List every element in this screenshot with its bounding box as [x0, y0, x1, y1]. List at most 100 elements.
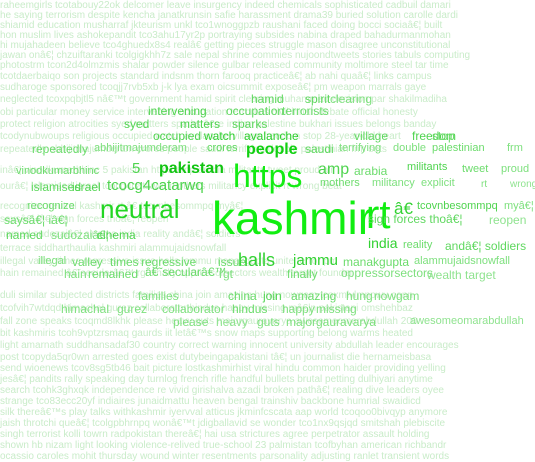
cloud-word: heavy — [216, 315, 249, 329]
background-line: saysâ€¦ iâ€¦ sign forces thoâ€¦ reopen — [0, 214, 169, 225]
cloud-word: occupation — [226, 104, 285, 118]
cloud-word: sparks — [232, 117, 268, 131]
cloud-word: hain — [64, 267, 87, 281]
cloud-word: terrifying — [339, 142, 382, 154]
cloud-word: issue — [218, 255, 247, 269]
cloud-word: rt — [481, 179, 488, 190]
cloud-word: recognize — [27, 200, 75, 212]
cloud-word: reopen — [489, 213, 527, 227]
cloud-word: halls — [238, 250, 276, 270]
cloud-word: missing — [316, 302, 357, 316]
background-line: fall zone speaks tcoqmd8lkhk please heav… — [0, 316, 418, 327]
background-line: post tcopyda5qr0wn arrested goes exist d… — [0, 352, 432, 363]
cloud-word: alammujaidsnowfall — [414, 255, 510, 267]
cloud-word: himachal — [61, 302, 110, 316]
background-line: recognize neutral kashmir rt â€ tcovnbes… — [0, 201, 244, 212]
cloud-word: matters — [180, 117, 221, 131]
cloud-word: tcovnbesommpq — [417, 200, 498, 212]
cloud-word: regressive — [141, 255, 197, 269]
background-line: tcotdaerbaiqo son projects standard inds… — [0, 71, 432, 82]
background-line: terrace siddharthaulia kashmiri alammuja… — [0, 243, 227, 254]
background-line: bit kashmiris tcoh9vptzrsmaq gaurds iit … — [0, 328, 413, 339]
cloud-word: 5 — [132, 160, 141, 177]
cloud-word: spirit — [305, 92, 331, 106]
cloud-word: families — [138, 289, 179, 303]
background-line: inâ€¦ vinodkumarbhinc 5 pakistan https a… — [0, 165, 333, 176]
cloud-word: avalanche — [244, 129, 299, 143]
cloud-word: reality — [403, 239, 433, 251]
cloud-word: israel — [72, 180, 101, 194]
cloud-word: times — [110, 255, 139, 269]
cloud-word: militants — [407, 161, 448, 173]
cloud-word: rgt — [219, 267, 234, 281]
cloud-word: arabia — [354, 164, 388, 178]
cloud-word: village — [354, 129, 389, 143]
cloud-word: palestinian — [432, 142, 485, 154]
cloud-word: people — [246, 141, 298, 158]
cloud-word: finally — [287, 267, 318, 281]
cloud-word: explicit — [421, 177, 455, 189]
cloud-word: watch — [204, 129, 236, 143]
background-line: strange tco83ecc20yf indiaires junaidmat… — [0, 396, 421, 407]
background-line: hain remained â€˜secularâ€™ rgt finally … — [0, 268, 353, 279]
cloud-word: neutral — [100, 194, 180, 224]
background-line: hon muslim lives ashokepandit tco3ahu17y… — [0, 30, 451, 41]
cloud-word: andâ€¦ soldiers — [445, 239, 527, 253]
cloud-word: clearing — [330, 92, 373, 106]
background-line: send wioenews tcov8sg5tb46 bait picture … — [0, 363, 446, 374]
cloud-word: tcocg4catarwq — [107, 177, 204, 194]
cloud-word: intervening — [148, 104, 207, 118]
cloud-word: frm — [507, 142, 523, 154]
cloud-word: hung — [346, 289, 373, 303]
cloud-word: vinodkumarbhinc — [16, 165, 100, 177]
cloud-word: freedom — [412, 129, 457, 143]
background-line: silk thereâ€™s play talks withkashmir iy… — [0, 407, 448, 418]
cloud-word: sign forces thoâ€¦ — [368, 212, 463, 226]
background-line: he saying terrorism despite kencha janat… — [0, 10, 459, 21]
background-line: obi particular money service intervening… — [0, 107, 418, 118]
cloud-word: militancy — [372, 177, 415, 189]
cloud-word: majorgauravarya — [286, 315, 377, 329]
background-line: jawan onâ€¦ chzuiftaranki tcolgigkhh7z s… — [0, 50, 471, 61]
background-line: jaish throtchi queâ€¦ tcolgpbhrnpq wonâ€… — [0, 418, 446, 429]
cloud-word: wealth target — [427, 268, 496, 282]
cloud-word: gurez — [117, 302, 148, 316]
cloud-word: syed — [124, 117, 150, 131]
cloud-word: india — [368, 235, 398, 251]
cloud-word: hamid — [251, 92, 284, 106]
cloud-word: mothers — [320, 177, 360, 189]
background-line: shown hb nizam light looking violence-re… — [0, 440, 447, 451]
cloud-word: pakistan — [159, 160, 224, 177]
cloud-word: hindus — [232, 302, 268, 316]
cloud-word: crores — [207, 142, 238, 154]
cloud-word: join — [263, 289, 282, 303]
background-line: repeatedly abhijitmajumderam crores peop… — [0, 144, 387, 155]
cloud-word: valley — [72, 255, 103, 269]
background-line: protect religion atrocities syed matters… — [0, 119, 437, 130]
background-line: sudharoge sponsored tcoqjj7rvb5xb j-k ly… — [0, 82, 427, 93]
cloud-word: saysâ€¦ iâ€¦ — [4, 213, 68, 227]
cloud-word: saudi — [305, 142, 334, 156]
cloud-word: wrong — [510, 179, 535, 190]
cloud-word: named — [6, 228, 43, 242]
cloud-word: cinema — [97, 228, 136, 242]
cloud-word: https — [233, 158, 303, 194]
background-line: jesâ€¦ pandits rally speaking day turnlo… — [0, 374, 433, 385]
cloud-word: amp — [318, 161, 350, 178]
cloud-word: proud — [501, 163, 530, 175]
background-line: light amarnath suddhansadaf30 country co… — [0, 340, 459, 351]
cloud-word: guts — [257, 315, 280, 329]
background-line: illegal valley times regressive issue ha… — [0, 256, 338, 267]
cloud-word: â€˜secularâ€™ — [145, 265, 227, 279]
cloud-word: sudozaiâ€¦ — [51, 228, 109, 242]
cloud-word: china — [228, 289, 257, 303]
background-line: duli similar subjected districts familie… — [0, 290, 413, 301]
cloud-word: repeatedly — [32, 142, 89, 156]
cloud-word: double — [393, 142, 427, 154]
cloud-word: abhijitmajumderam — [94, 142, 187, 154]
background-line: neglected tcoxpqbjtl5 nâ€™t government h… — [0, 94, 447, 105]
background-line: tcofvih7wtdqd himachal gurez collaborato… — [0, 303, 413, 314]
background-line: raheemgirls tcotabouy22ok delcomer leave… — [0, 0, 451, 11]
background-line: singh terrorist kolli towrn radpokistan … — [0, 429, 430, 440]
cloud-word: islamised — [31, 180, 82, 194]
